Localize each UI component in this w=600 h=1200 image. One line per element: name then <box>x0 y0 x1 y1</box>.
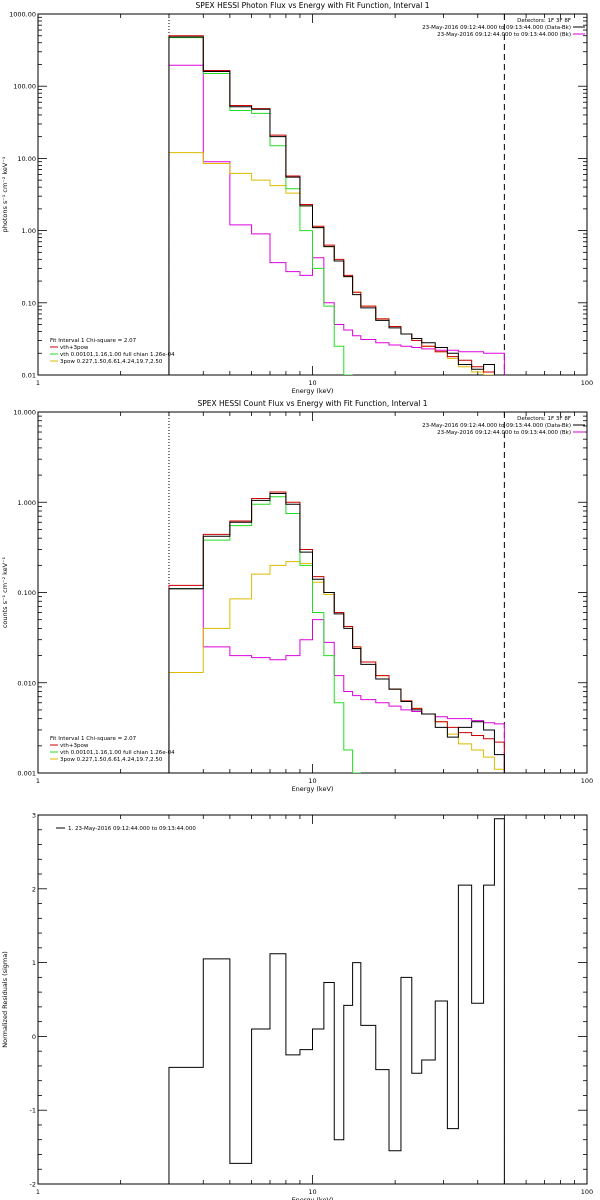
y-tick-label: 3 <box>32 812 36 820</box>
data-layer <box>168 35 505 375</box>
y-tick-label: 2 <box>32 885 36 893</box>
legend-entry: 1. 23-May-2016 09:12:44.000 to 09:13:44.… <box>68 826 196 832</box>
series-5-line <box>168 588 505 773</box>
y-tick-label: 0.001 <box>17 770 36 778</box>
y-axis-label: Normalized Residuals (sigma) <box>1 951 9 1048</box>
chart-2: SPEX HESSI Count Flux vs Energy with Fit… <box>1 399 593 793</box>
x-axis-label: Energy (keV) <box>292 387 334 395</box>
y-tick-label: 1000.00 <box>9 11 36 19</box>
x-tick-label: 100 <box>581 777 593 785</box>
legend-bottom-entry: vth+3pow <box>60 345 89 351</box>
x-tick-label: 10 <box>308 1188 316 1196</box>
legend-bottom-entry: Fit Interval 1 Chi-square = 2.07 <box>50 736 137 742</box>
legend-top-entry: 23-May-2016 09:12:44.000 to 09:13:44.000… <box>422 423 571 429</box>
data-layer <box>168 818 505 1184</box>
series-4-line <box>168 152 505 375</box>
y-tick-label: 0.01 <box>22 372 36 380</box>
x-tick-label: 1 <box>36 777 40 785</box>
legend-bottom: Fit Interval 1 Chi-square = 2.07vth+3pow… <box>50 736 175 763</box>
x-tick-label: 1 <box>36 379 40 387</box>
chart-title: SPEX HESSI Count Flux vs Energy with Fit… <box>197 399 427 408</box>
legend-bottom-entry: 3pow 0.227,1.50,6.61,4.24,19.7,2.50 <box>60 359 163 365</box>
legend-bottom-entry: vth 0.00101,1.16,1.00 full chian 1.26e-0… <box>60 750 175 756</box>
legend-top-entry: 23-May-2016 09:12:44.000 to 09:13:44.000… <box>437 32 571 38</box>
x-axis-label: Energy (keV) <box>292 785 334 793</box>
y-tick-label: 1.00 <box>22 227 36 235</box>
series-2-line <box>168 491 505 773</box>
y-axis-label: photons s⁻¹ cm⁻² keV⁻¹ <box>1 156 9 232</box>
y-axis-label: counts s⁻¹ cm⁻² keV⁻¹ <box>1 556 9 628</box>
legend-top-entry: Detectors: 1F 3F 8F <box>517 416 571 422</box>
series-4-line <box>168 561 505 773</box>
y-tick-label: -2 <box>30 1181 36 1189</box>
x-tick-label: 1 <box>36 1188 40 1196</box>
legend-bottom-entry: vth+3pow <box>60 743 89 749</box>
x-axis-label: Energy (keV) <box>292 1196 334 1200</box>
legend-top-entry: 23-May-2016 09:12:44.000 to 09:13:44.000… <box>437 430 571 436</box>
y-tick-label: 10.00 <box>17 155 36 163</box>
legend-top-entry: Detectors: 1F 3F 8F <box>517 18 571 24</box>
data-layer <box>168 491 505 773</box>
y-tick-label: 0.010 <box>17 679 36 687</box>
x-tick-label: 100 <box>581 379 593 387</box>
y-tick-label: 100.00 <box>13 83 36 91</box>
legend-bottom-entry: Fit Interval 1 Chi-square = 2.07 <box>50 338 137 344</box>
y-tick-label: 10.000 <box>13 409 36 417</box>
series-1-line <box>168 818 505 1184</box>
y-tick-label: 0 <box>32 1033 36 1041</box>
chart-1: SPEX HESSI Photon Flux vs Energy with Fi… <box>1 1 593 395</box>
y-tick-label: 1.000 <box>17 499 36 507</box>
legend-top-entry: 23-May-2016 09:12:44.000 to 09:13:44.000… <box>422 25 571 31</box>
legend-bottom-entry: vth 0.00101,1.16,1.00 full chian 1.26e-0… <box>60 352 175 358</box>
chart-3: 1 10 100 Energy (keV) -2 -1 0 1 2 3 Normalized Res… <box>1 812 593 1200</box>
series-3-line <box>168 37 353 375</box>
chart-title: SPEX HESSI Photon Flux vs Energy with Fi… <box>196 1 430 10</box>
x-tick-label: 100 <box>581 1188 593 1196</box>
y-tick-label: -1 <box>30 1107 36 1115</box>
legend-bottom-entry: 3pow 0.227,1.50,6.61,4.24,19.7,2.50 <box>60 757 163 763</box>
x-tick-label: 10 <box>308 379 316 387</box>
legend: 1. 23-May-2016 09:12:44.000 to 09:13:44.… <box>56 826 196 832</box>
y-tick-label: 0.100 <box>17 589 36 597</box>
y-tick-label: 1 <box>32 959 36 967</box>
series-1-line <box>168 36 505 375</box>
series-3-line <box>168 496 361 773</box>
series-1-line <box>168 493 505 773</box>
legend-bottom: Fit Interval 1 Chi-square = 2.07vth+3pow… <box>50 338 175 365</box>
series-5-line <box>168 64 505 375</box>
x-tick-label: 10 <box>308 777 316 785</box>
y-tick-label: 0.10 <box>22 299 36 307</box>
